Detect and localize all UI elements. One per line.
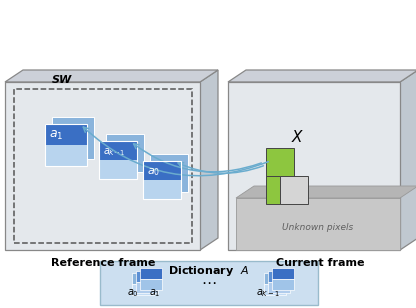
Bar (272, 268, 294, 279)
Text: $a_1$: $a_1$ (149, 287, 161, 299)
Bar (143, 161, 181, 180)
Bar (136, 282, 158, 293)
Polygon shape (200, 70, 218, 250)
Bar (264, 284, 286, 295)
Bar (228, 82, 400, 250)
Bar (264, 273, 286, 284)
Bar (150, 154, 188, 192)
Bar (45, 124, 87, 166)
Polygon shape (236, 186, 416, 198)
Polygon shape (400, 70, 416, 250)
Bar (99, 141, 137, 179)
Bar (106, 134, 144, 172)
Bar (140, 268, 162, 279)
Bar (52, 117, 94, 159)
Text: SW: SW (52, 75, 72, 85)
Text: $a_0$: $a_0$ (147, 166, 160, 177)
Bar (268, 270, 290, 282)
Text: Reference frame: Reference frame (51, 258, 155, 268)
Bar (236, 198, 400, 250)
Bar (272, 279, 294, 290)
Text: Unknown pixels: Unknown pixels (282, 224, 354, 233)
Bar (140, 279, 162, 290)
Text: $a_{K\!-\!1}$: $a_{K\!-\!1}$ (103, 146, 125, 157)
Bar (14, 89, 192, 243)
Text: $a_{K-1}$: $a_{K-1}$ (256, 287, 280, 299)
Bar (45, 145, 87, 166)
Bar (266, 176, 280, 204)
Text: $a_0$: $a_0$ (127, 287, 139, 299)
Text: $\cdots$: $\cdots$ (201, 274, 217, 290)
Bar (266, 148, 294, 176)
Text: Current frame: Current frame (276, 258, 364, 268)
Bar (132, 284, 154, 295)
Bar (99, 160, 137, 179)
Bar (5, 82, 200, 250)
Text: $X$: $X$ (291, 129, 305, 145)
Text: $a_1$: $a_1$ (49, 129, 63, 142)
Bar (132, 273, 154, 284)
Bar (143, 161, 181, 199)
Bar (280, 176, 308, 204)
Bar (136, 270, 158, 282)
Bar (143, 180, 181, 199)
Bar (99, 141, 137, 160)
Polygon shape (228, 70, 416, 82)
Text: Dictionary  $A$: Dictionary $A$ (168, 264, 250, 278)
Bar (268, 282, 290, 293)
Bar (100, 261, 318, 305)
Polygon shape (5, 70, 218, 82)
Bar (45, 124, 87, 145)
